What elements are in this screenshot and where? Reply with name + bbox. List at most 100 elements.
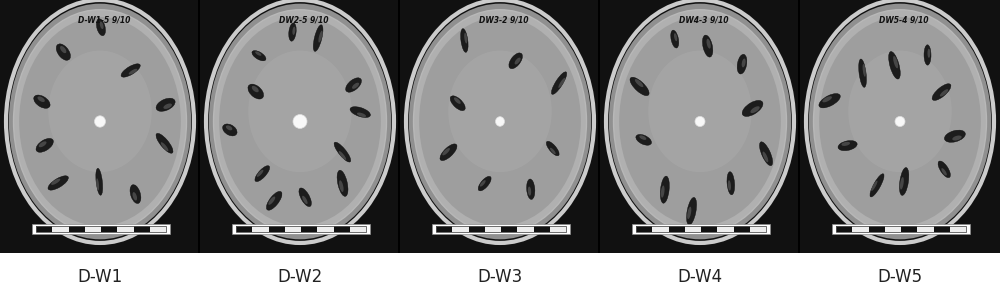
Bar — [885, 226, 901, 231]
Ellipse shape — [248, 84, 264, 99]
Bar — [32, 224, 170, 234]
Ellipse shape — [60, 46, 66, 53]
Ellipse shape — [614, 10, 786, 233]
Ellipse shape — [841, 142, 850, 146]
Ellipse shape — [161, 142, 168, 151]
Ellipse shape — [163, 104, 172, 109]
Text: DW3-2 9/10: DW3-2 9/10 — [479, 16, 529, 25]
Ellipse shape — [350, 107, 370, 118]
Ellipse shape — [742, 59, 746, 67]
Ellipse shape — [630, 77, 649, 96]
Bar — [236, 226, 366, 231]
Bar — [901, 226, 917, 231]
Ellipse shape — [551, 72, 567, 94]
Ellipse shape — [737, 54, 747, 74]
Bar — [836, 226, 852, 231]
Ellipse shape — [219, 17, 381, 226]
Ellipse shape — [660, 176, 669, 203]
Bar — [236, 226, 252, 231]
Ellipse shape — [461, 29, 468, 52]
Ellipse shape — [727, 172, 735, 195]
Bar — [198, 0, 202, 253]
Ellipse shape — [550, 148, 556, 154]
Ellipse shape — [871, 181, 877, 191]
Ellipse shape — [674, 33, 677, 41]
Ellipse shape — [814, 10, 986, 233]
Ellipse shape — [100, 22, 104, 29]
Bar — [517, 226, 534, 231]
Ellipse shape — [648, 51, 752, 172]
Bar — [469, 226, 485, 231]
Ellipse shape — [156, 98, 175, 111]
Bar — [432, 224, 570, 234]
Ellipse shape — [464, 33, 467, 44]
Ellipse shape — [268, 197, 275, 205]
Ellipse shape — [252, 86, 259, 92]
Bar — [750, 226, 766, 231]
Ellipse shape — [558, 78, 565, 88]
Bar — [550, 226, 566, 231]
Bar — [350, 226, 366, 231]
Ellipse shape — [924, 45, 931, 65]
Ellipse shape — [56, 44, 70, 60]
Text: D-W3: D-W3 — [477, 268, 523, 286]
Ellipse shape — [528, 186, 531, 196]
Bar — [701, 226, 717, 231]
Ellipse shape — [480, 180, 486, 186]
Ellipse shape — [763, 152, 768, 162]
Ellipse shape — [619, 17, 781, 226]
Bar — [798, 0, 802, 253]
Bar — [685, 226, 701, 231]
Ellipse shape — [440, 144, 457, 161]
Bar — [334, 226, 350, 231]
Ellipse shape — [292, 27, 295, 35]
Ellipse shape — [414, 10, 586, 233]
Bar — [452, 226, 468, 231]
Ellipse shape — [639, 135, 646, 140]
Ellipse shape — [289, 23, 296, 41]
Ellipse shape — [661, 186, 665, 198]
Ellipse shape — [36, 139, 53, 152]
Ellipse shape — [352, 83, 359, 89]
Ellipse shape — [848, 51, 952, 172]
Ellipse shape — [859, 59, 866, 87]
Ellipse shape — [94, 116, 106, 127]
Text: D-W4: D-W4 — [677, 268, 723, 286]
Ellipse shape — [932, 84, 951, 100]
Ellipse shape — [944, 130, 965, 142]
Bar — [950, 226, 966, 231]
Ellipse shape — [889, 52, 900, 79]
Bar — [669, 226, 685, 231]
Ellipse shape — [952, 136, 962, 141]
Bar — [917, 226, 934, 231]
Ellipse shape — [257, 170, 263, 177]
Ellipse shape — [899, 168, 909, 195]
Bar — [36, 226, 166, 231]
Ellipse shape — [546, 141, 559, 156]
Ellipse shape — [9, 4, 191, 239]
Ellipse shape — [450, 96, 465, 111]
Ellipse shape — [346, 78, 361, 92]
Bar — [632, 224, 770, 234]
Bar — [598, 0, 602, 253]
Ellipse shape — [223, 124, 237, 136]
Bar — [301, 226, 317, 231]
Ellipse shape — [34, 95, 50, 108]
Ellipse shape — [96, 168, 103, 195]
Ellipse shape — [927, 49, 930, 58]
Ellipse shape — [318, 31, 323, 43]
Ellipse shape — [248, 51, 352, 172]
Ellipse shape — [39, 141, 47, 147]
Bar — [232, 224, 370, 234]
Bar — [485, 226, 501, 231]
Ellipse shape — [214, 10, 386, 233]
Ellipse shape — [37, 96, 45, 102]
Ellipse shape — [14, 10, 186, 233]
Ellipse shape — [687, 207, 691, 219]
Bar — [36, 226, 52, 231]
Ellipse shape — [252, 51, 266, 61]
Bar — [836, 226, 966, 231]
Ellipse shape — [209, 4, 391, 239]
Ellipse shape — [687, 197, 697, 225]
Ellipse shape — [313, 25, 323, 52]
